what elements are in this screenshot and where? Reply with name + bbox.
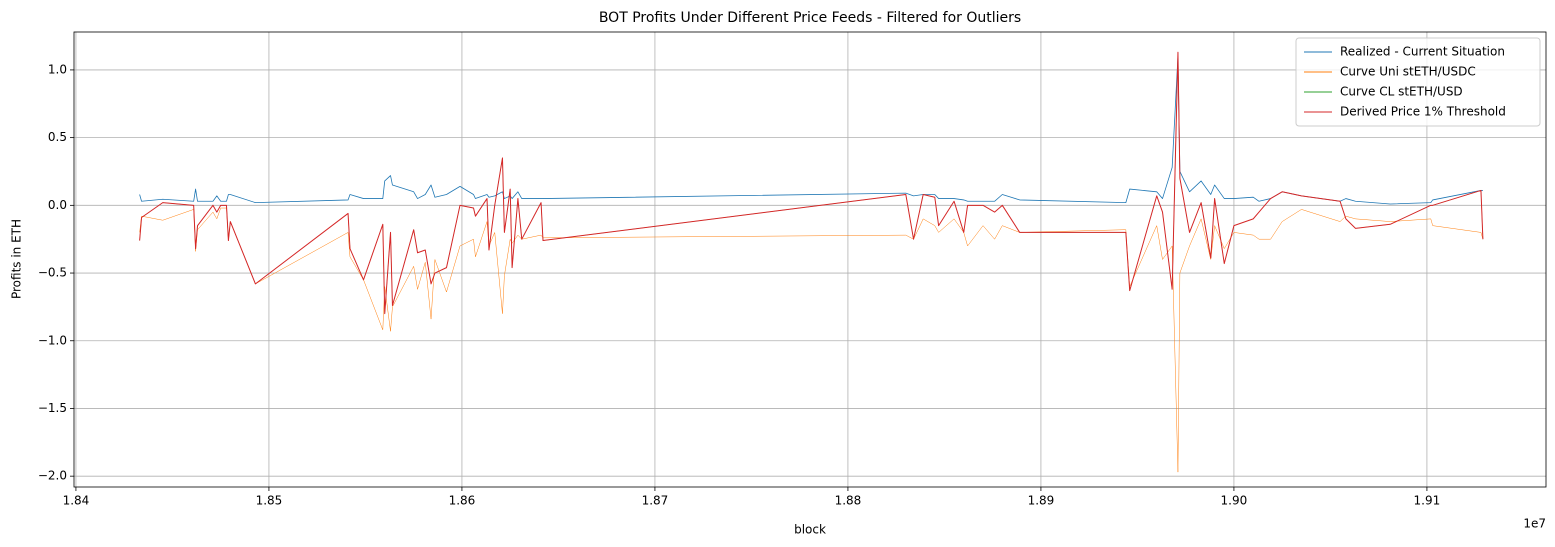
plot-frame: [73, 31, 1547, 488]
y-axis-label: Profits in ETH: [10, 219, 24, 299]
y-tick-label: 0.0: [48, 198, 67, 212]
legend-label: Realized - Current Situation: [1340, 45, 1505, 59]
x-tick-label: 1.86: [449, 494, 476, 508]
y-tick-label: −2.0: [38, 469, 67, 483]
legend-box: [1295, 37, 1541, 127]
x-tick-label: 1.85: [256, 494, 283, 508]
x-axis-label: block: [794, 523, 826, 537]
x-tick-label: 1.89: [1028, 494, 1055, 508]
y-tick-label: 0.5: [48, 130, 67, 144]
series-line: [139, 207, 1484, 473]
legend-label: Curve Uni stETH/USDC: [1340, 65, 1476, 79]
x-tick-label: 1.84: [63, 494, 90, 508]
series-line: [139, 51, 1484, 315]
legend-label: Curve CL stETH/USD: [1340, 85, 1463, 99]
x-offset-label: 1e7: [1523, 517, 1546, 531]
y-tick-label: −1.5: [38, 401, 67, 415]
x-tick-label: 1.88: [835, 494, 862, 508]
legend-label: Derived Price 1% Threshold: [1340, 105, 1506, 119]
y-tick-label: 1.0: [48, 62, 67, 76]
x-tick-label: 1.87: [642, 494, 669, 508]
x-tick-label: 1.91: [1414, 494, 1441, 508]
x-tick-label: 1.90: [1221, 494, 1248, 508]
chart-title: BOT Profits Under Different Price Feeds …: [599, 10, 1021, 26]
y-tick-label: −1.0: [38, 333, 67, 347]
legend: Realized - Current Situation Curve Uni st…: [1295, 37, 1541, 127]
series-line: [139, 53, 1484, 314]
series-line: [139, 55, 1483, 205]
y-tick-label: −0.5: [38, 266, 67, 280]
